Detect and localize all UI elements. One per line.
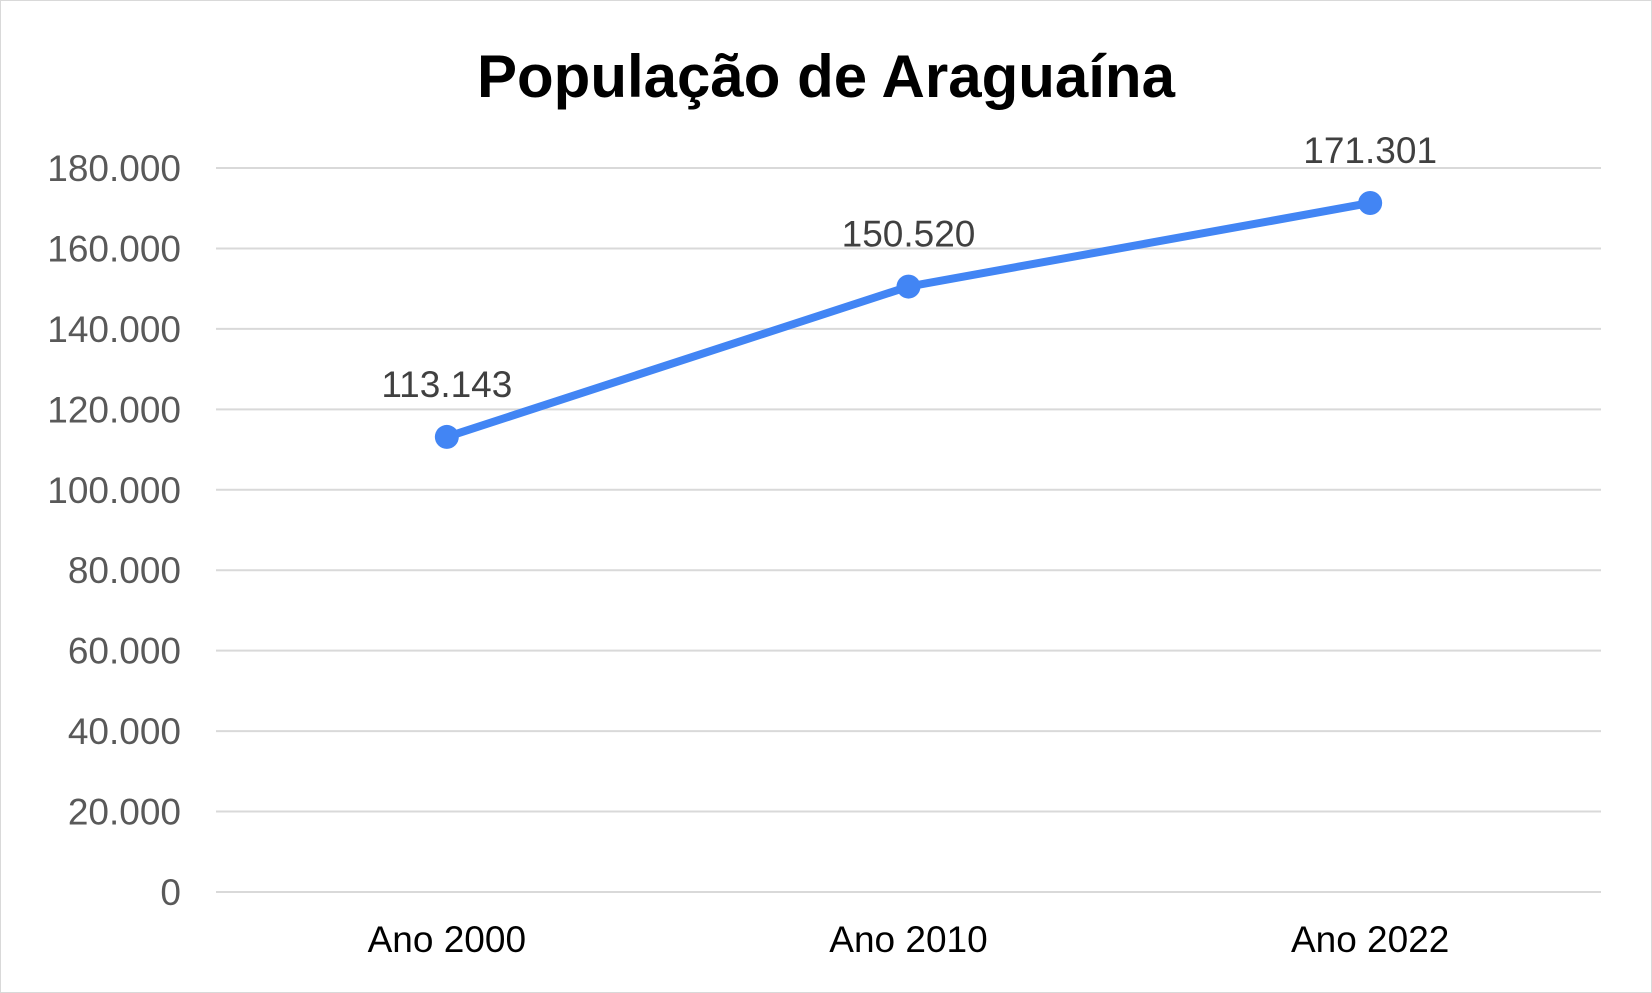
x-tick-label: Ano 2022 (1291, 919, 1449, 960)
y-axis-tick-labels: 0 20.000 40.000 60.000 80.000 100.000 120.000 1… (47, 148, 181, 913)
series-population (434, 190, 1383, 449)
data-label: 150.520 (842, 214, 976, 255)
chart-title: População de Araguaína (477, 43, 1176, 110)
y-tick-label: 20.000 (68, 792, 181, 833)
y-tick-label: 80.000 (68, 550, 181, 591)
gridlines (216, 167, 1601, 893)
data-point (434, 424, 459, 449)
y-tick-label: 40.000 (68, 711, 181, 752)
data-labels: 113.143 150.520 171.301 (381, 130, 1437, 405)
y-tick-label: 0 (160, 872, 181, 913)
y-tick-label: 60.000 (68, 631, 181, 672)
data-label: 113.143 (381, 364, 512, 405)
data-point (896, 274, 921, 299)
data-label: 171.301 (1303, 130, 1437, 171)
y-tick-label: 140.000 (47, 309, 181, 350)
x-axis-tick-labels: Ano 2000 Ano 2010 Ano 2022 (368, 919, 1450, 960)
data-point (1358, 190, 1383, 215)
x-tick-label: Ano 2000 (368, 919, 526, 960)
y-tick-label: 160.000 (47, 228, 181, 269)
y-tick-label: 100.000 (47, 470, 181, 511)
y-tick-label: 120.000 (47, 389, 181, 430)
x-tick-label: Ano 2010 (829, 919, 987, 960)
y-tick-label: 180.000 (47, 148, 181, 189)
